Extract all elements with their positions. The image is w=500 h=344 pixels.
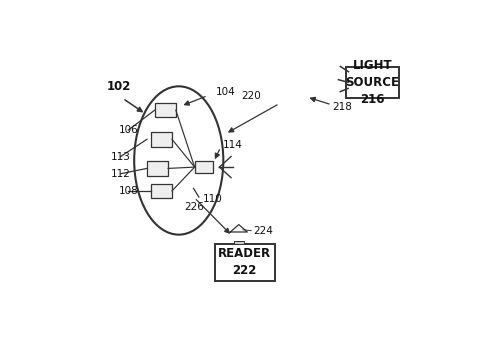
Bar — [150, 132, 172, 147]
Text: 110: 110 — [203, 194, 222, 204]
Bar — [346, 67, 399, 98]
Text: 106: 106 — [118, 125, 139, 135]
Bar — [150, 184, 172, 198]
Bar — [154, 103, 176, 117]
Text: 218: 218 — [332, 103, 351, 112]
Text: 104: 104 — [216, 87, 236, 97]
Text: LIGHT
SOURCE
216: LIGHT SOURCE 216 — [346, 59, 400, 106]
Text: 112: 112 — [111, 169, 131, 179]
Text: 108: 108 — [118, 186, 139, 196]
Bar — [147, 161, 168, 176]
Text: 113: 113 — [111, 151, 131, 161]
Text: 224: 224 — [253, 226, 273, 236]
Bar — [214, 244, 274, 281]
Text: 220: 220 — [241, 90, 260, 100]
Text: READER
222: READER 222 — [218, 247, 271, 278]
Text: 114: 114 — [224, 140, 243, 150]
Bar — [234, 241, 244, 244]
Text: 226: 226 — [184, 202, 204, 212]
Text: 102: 102 — [107, 80, 132, 93]
Bar — [194, 161, 213, 173]
